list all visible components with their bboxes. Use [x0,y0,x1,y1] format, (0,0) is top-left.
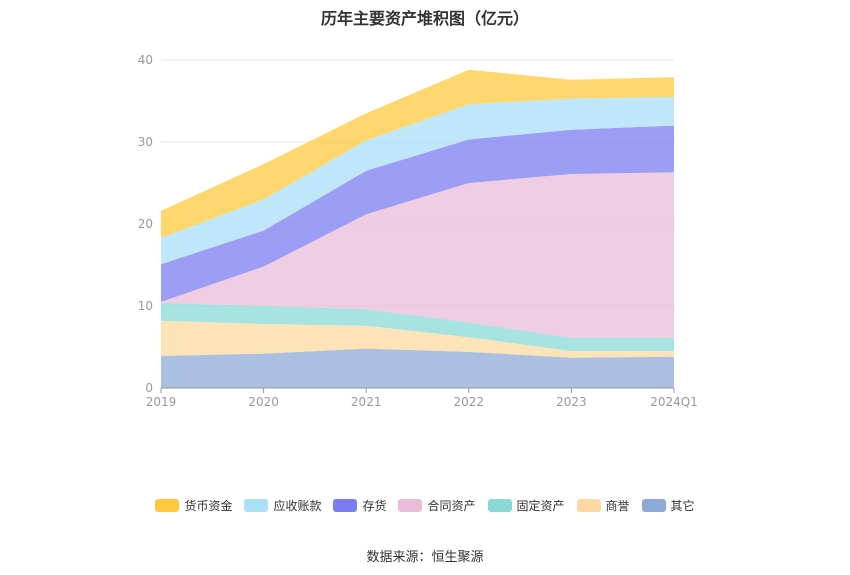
area-series-固定资产 [161,302,674,352]
x-tick-label: 2022 [454,395,485,409]
area-series-其它 [161,348,674,388]
legend-label: 合同资产 [427,499,476,513]
area-series-货币资金 [161,69,674,238]
x-tick-label: 2019 [146,395,177,409]
legend-label: 其它 [670,499,695,513]
legend-item[interactable]: 固定资产 [487,497,565,514]
legend-item[interactable]: 其它 [641,497,695,514]
y-tick-label: 20 [138,217,153,231]
area-series-存货 [161,125,674,302]
chart-legend: 货币资金 应收账款 存货 合同资产 固定资产 商誉 其它 [0,497,850,514]
data-source: 数据来源：恒生聚源 [366,550,484,565]
area-series-合同资产 [161,172,674,338]
legend-swatch [398,499,423,512]
y-tick-label: 0 [145,381,153,395]
legend-swatch [641,499,666,512]
legend-label: 货币资金 [184,499,233,513]
legend-label: 商誉 [605,499,630,513]
legend-item[interactable]: 合同资产 [398,497,476,514]
legend-label: 应收账款 [273,499,322,513]
legend-swatch [155,499,180,512]
legend-item[interactable]: 商誉 [576,497,630,514]
legend-swatch [487,499,512,512]
x-tick-label: 2023 [556,395,587,409]
y-tick-label: 40 [138,53,153,67]
x-tick-label: 2020 [248,395,279,409]
legend-item[interactable]: 应收账款 [244,497,321,514]
y-tick-label: 10 [138,299,153,313]
legend-item[interactable]: 存货 [333,497,386,514]
area-series-应收账款 [161,96,674,265]
legend-label: 存货 [362,499,387,513]
legend-swatch [333,499,358,512]
legend-swatch [576,499,601,512]
area-series-商誉 [161,320,674,358]
y-tick-label: 30 [138,135,153,149]
x-tick-label: 2024Q1 [650,395,698,409]
legend-label: 固定资产 [516,499,565,513]
chart-title: 历年主要资产堆积图（亿元） [320,9,529,28]
legend-item[interactable]: 货币资金 [155,497,232,514]
legend-swatch [244,499,269,512]
x-tick-label: 2021 [351,395,382,409]
